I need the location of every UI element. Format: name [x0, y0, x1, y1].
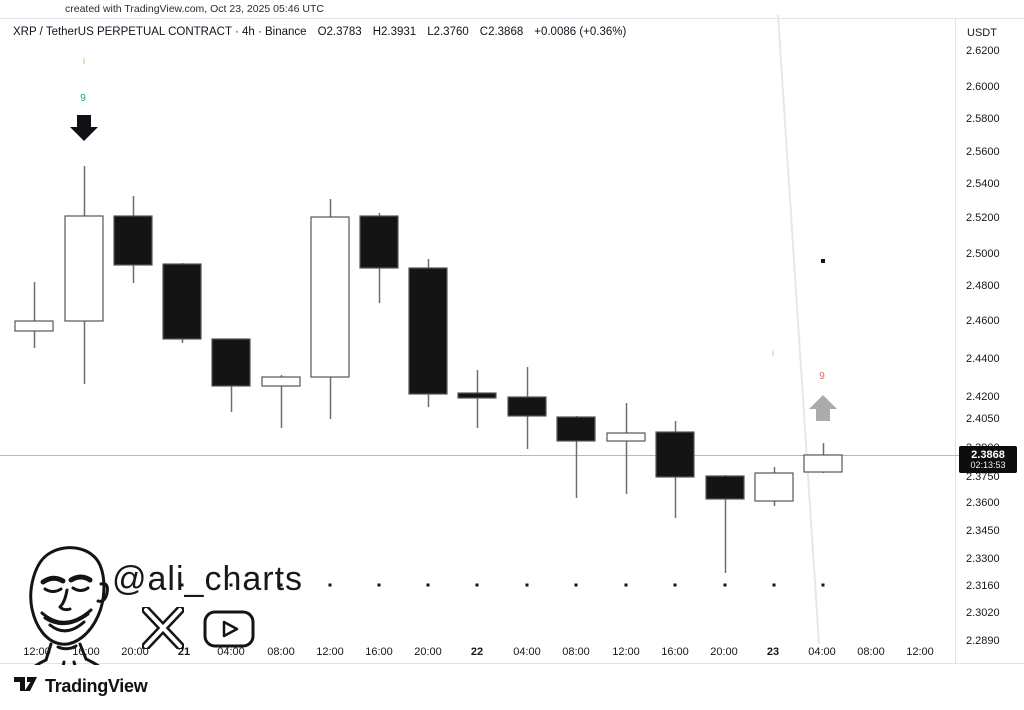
candle-body[interactable] [64, 215, 104, 322]
arrow-up-icon [809, 395, 837, 421]
candle-body[interactable] [803, 454, 843, 473]
candle-body[interactable] [754, 472, 794, 502]
time-tick-label: 16:00 [72, 646, 100, 658]
price-tick-label: 2.5600 [966, 146, 1000, 158]
price-axis-currency: USDT [967, 27, 997, 39]
indicator-dot [328, 583, 332, 587]
indicator-dot [772, 583, 776, 587]
candle-body[interactable] [162, 263, 202, 340]
indicator-dot [821, 583, 825, 587]
trend-line[interactable] [777, 14, 820, 645]
watermark-face-illustration [29, 546, 109, 665]
indicator-dot [624, 583, 628, 587]
time-tick-label: 23 [766, 646, 780, 658]
time-tick-label: 12:00 [906, 646, 934, 658]
price-tick-label: 2.4050 [966, 413, 1000, 425]
time-tick-label: 04:00 [513, 646, 541, 658]
time-tick-label: 12:00 [316, 646, 344, 658]
x-twitter-icon [142, 607, 184, 649]
candle-body[interactable] [705, 475, 745, 500]
time-tick-label: 20:00 [121, 646, 149, 658]
tradingview-brand-text: TradingView [45, 676, 148, 696]
ohlc-change: +0.0086 (+0.36%) [534, 26, 627, 38]
price-tick-label: 2.3450 [966, 525, 1000, 537]
price-tick-label: 2.3600 [966, 497, 1000, 509]
indicator-dot [377, 583, 381, 587]
indicator-dot [723, 583, 727, 587]
time-tick-label: 22 [470, 646, 484, 658]
price-tick-label: 2.3160 [966, 580, 1000, 592]
price-tick-label: 2.4600 [966, 315, 1000, 327]
price-tick-label: 2.3300 [966, 553, 1000, 565]
signal-text-i: i [772, 348, 774, 358]
time-tick-label: 21 [177, 646, 191, 658]
candle-body[interactable] [457, 392, 497, 399]
time-tick-label: 08:00 [267, 646, 295, 658]
tradingview-logo-icon [14, 677, 37, 691]
arrow-down-icon [70, 115, 98, 141]
indicator-dot [229, 583, 233, 587]
price-tick-label: 2.4800 [966, 280, 1000, 292]
indicator-dot [821, 259, 825, 263]
symbol-row: XRP / TetherUS PERPETUAL CONTRACT · 4h ·… [13, 26, 626, 38]
candle-body[interactable] [556, 416, 596, 442]
time-tick-label: 08:00 [562, 646, 590, 658]
price-tick-label: 2.5400 [966, 178, 1000, 190]
candle-body[interactable] [606, 432, 646, 442]
indicator-dot [475, 583, 479, 587]
time-tick-label: 16:00 [661, 646, 689, 658]
attribution-text: created with TradingView.com, Oct 23, 20… [65, 3, 324, 15]
candle-body[interactable] [655, 431, 695, 478]
ohlc-high: H2.3931 [372, 26, 417, 38]
price-tick-label: 2.5200 [966, 212, 1000, 224]
price-tick-label: 2.5800 [966, 113, 1000, 125]
candle-body[interactable] [211, 338, 251, 387]
time-tick-label: 08:00 [857, 646, 885, 658]
indicator-dot [574, 583, 578, 587]
signal-text-9: 9 [819, 371, 825, 382]
time-tick-label: 20:00 [414, 646, 442, 658]
time-tick-label: 04:00 [217, 646, 245, 658]
price-tick-label: 2.6000 [966, 81, 1000, 93]
ohlc-open: O2.3783 [317, 26, 362, 38]
indicator-dot [180, 583, 184, 587]
time-tick-label: 12:00 [612, 646, 640, 658]
last-price-label: 2.3868 02:13:53 [959, 446, 1017, 473]
time-tick-label: 04:00 [808, 646, 836, 658]
indicator-dot [525, 583, 529, 587]
youtube-icon [203, 610, 255, 648]
price-tick-label: 2.2890 [966, 635, 1000, 647]
candle-body[interactable] [113, 215, 153, 266]
ohlc-low: L2.3760 [427, 26, 469, 38]
last-price-value: 2.3868 [971, 448, 1005, 461]
price-tick-label: 2.4200 [966, 391, 1000, 403]
time-tick-label: 20:00 [710, 646, 738, 658]
candle-body[interactable] [507, 396, 547, 417]
footer-brand: TradingView [13, 676, 148, 697]
signal-text-i: i [83, 56, 85, 66]
indicator-dot [426, 583, 430, 587]
price-tick-label: 2.3750 [966, 471, 1000, 483]
candle-body[interactable] [408, 267, 448, 395]
price-tick-label: 2.6200 [966, 45, 1000, 57]
signal-text-9: 9 [80, 93, 86, 104]
candle-body[interactable] [310, 216, 350, 378]
time-tick-label: 16:00 [365, 646, 393, 658]
price-tick-label: 2.4400 [966, 353, 1000, 365]
ohlc-close: C2.3868 [479, 26, 524, 38]
watermark-handle: @ali_charts [112, 560, 304, 598]
indicator-dot [279, 583, 283, 587]
candle-body[interactable] [261, 376, 301, 387]
price-tick-label: 2.3020 [966, 607, 1000, 619]
price-tick-label: 2.5000 [966, 248, 1000, 260]
bar-countdown: 02:13:53 [970, 459, 1006, 470]
indicator-dot [673, 583, 677, 587]
time-tick-label: 12:00 [23, 646, 51, 658]
symbol-title[interactable]: XRP / TetherUS PERPETUAL CONTRACT · 4h ·… [13, 26, 307, 38]
candle-body[interactable] [14, 320, 54, 332]
candle-body[interactable] [359, 215, 399, 269]
